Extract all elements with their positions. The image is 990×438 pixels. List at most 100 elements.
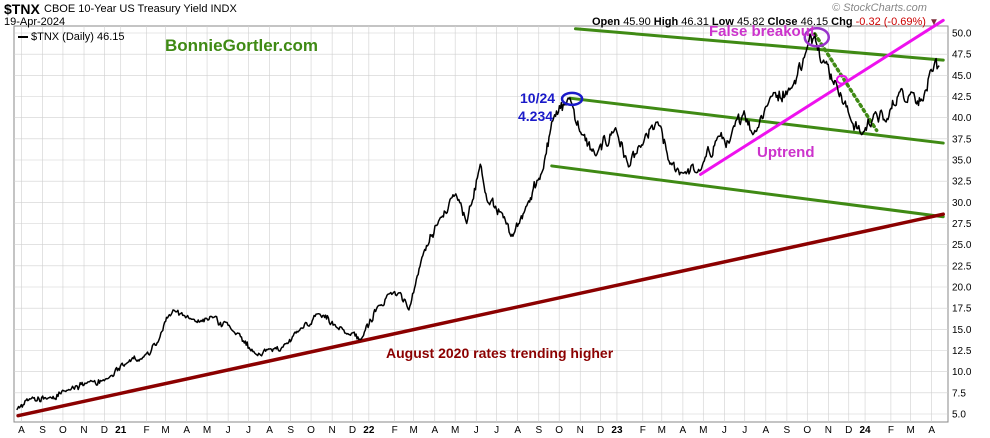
y-axis: 5.0 7.5 10.0 12.5 15.0 17.5 20.0 22.5 25.0 27.5 30…: [952, 29, 972, 421]
x-tick-label: M: [410, 425, 418, 436]
x-tick-label: O: [307, 425, 315, 436]
x-tick-label: 22: [363, 425, 375, 436]
longterm-trend-label: August 2020 rates trending higher: [386, 345, 614, 361]
caret-down-icon[interactable]: ▼: [929, 17, 939, 28]
x-tick-label: F: [143, 425, 149, 436]
y-tick-label: 20.0: [952, 283, 972, 294]
y-tick-label: 35.0: [952, 156, 972, 167]
y-tick-label: 42.5: [952, 92, 972, 103]
x-tick-label: J: [494, 425, 499, 436]
chg-value: -0.32 (-0.69%): [855, 16, 926, 28]
x-tick-label: D: [349, 425, 356, 436]
chart-title: CBOE 10-Year US Treasury Yield INDX: [44, 3, 237, 15]
x-tick-label: S: [535, 425, 542, 436]
trendline-upper-channel: [573, 27, 945, 62]
chart-date: 19-Apr-2024: [4, 16, 66, 28]
trendline-uptrend: [699, 18, 945, 176]
y-tick-label: 37.5: [952, 134, 972, 145]
oct-high-value: 4.234: [518, 108, 554, 124]
y-tick-label: 10.0: [952, 367, 972, 378]
x-tick-label: A: [266, 425, 273, 436]
x-tick-label: J: [226, 425, 231, 436]
low-label: Low: [711, 16, 734, 28]
false-breakout-circle: [803, 26, 831, 48]
false-breakout-label: False breakout: [709, 23, 815, 40]
open-value: 45.90: [623, 16, 651, 28]
close-value: 46.15: [800, 16, 829, 28]
x-tick-label: J: [742, 425, 747, 436]
grid: [14, 26, 948, 422]
open-label: Open: [592, 16, 621, 28]
legend-label: $TNX (Daily) 46.15: [31, 31, 125, 43]
y-tick-label: 25.0: [952, 240, 972, 251]
x-tick-label: N: [329, 425, 336, 436]
trendline-lower-channel: [550, 164, 945, 219]
x-tick-label: 21: [115, 425, 127, 436]
y-tick-label: 7.5: [952, 388, 966, 399]
high-value: 46.31: [681, 16, 709, 28]
site-watermark: BonnieGortler.com: [165, 36, 319, 55]
plot-frame: [13, 25, 949, 423]
chart-symbol: $TNX: [4, 1, 40, 17]
y-tick-label: 47.5: [952, 50, 972, 61]
x-tick-label: A: [183, 425, 190, 436]
legend-swatch: [18, 36, 28, 39]
breakdown-circle: [835, 74, 848, 85]
x-tick-label: O: [803, 425, 811, 436]
x-axis: A S O N D 21 F M A M J J A S O N D 22 F M A M J J A S O N D 23 F M A M J J A…: [18, 425, 935, 436]
price-line: [16, 32, 940, 411]
trendline-middle-channel: [568, 96, 945, 145]
low-value: 45.82: [736, 16, 765, 28]
x-tick-label: F: [888, 425, 894, 436]
trendline-august-2020-rates-trending-higher: [16, 212, 945, 418]
y-tick-label: 30.0: [952, 198, 972, 209]
close-label: Close: [767, 16, 798, 28]
series-legend: $TNX (Daily) 46.15: [18, 31, 125, 43]
x-tick-label: 23: [611, 425, 623, 436]
x-tick-label: A: [680, 425, 687, 436]
x-tick-label: S: [39, 425, 46, 436]
x-tick-label: F: [640, 425, 646, 436]
uptrend-label: Uptrend: [757, 144, 815, 161]
x-tick-label: S: [784, 425, 791, 436]
y-tick-label: 17.5: [952, 304, 972, 315]
y-tick-label: 32.5: [952, 177, 972, 188]
y-tick-label: 40.0: [952, 113, 972, 124]
y-tick-label: 15.0: [952, 325, 972, 336]
y-tick-label: 27.5: [952, 219, 972, 230]
x-tick-label: J: [246, 425, 251, 436]
x-tick-label: J: [722, 425, 727, 436]
x-tick-label: M: [203, 425, 211, 436]
x-tick-label: M: [906, 425, 914, 436]
x-tick-label: S: [287, 425, 294, 436]
x-tick-label: O: [59, 425, 67, 436]
x-tick-label: F: [392, 425, 398, 436]
x-tick-label: A: [928, 425, 935, 436]
x-tick-label: D: [101, 425, 108, 436]
x-tick-label: A: [431, 425, 438, 436]
x-tick-label: M: [658, 425, 666, 436]
x-tick-label: M: [161, 425, 169, 436]
y-tick-label: 12.5: [952, 346, 972, 357]
x-tick-label: D: [597, 425, 604, 436]
x-tick-label: M: [699, 425, 707, 436]
x-tick-label: N: [80, 425, 87, 436]
stockcharts-credit: © StockCharts.com: [832, 2, 927, 14]
highlight-markers: [560, 26, 848, 107]
x-tick-label: A: [514, 425, 521, 436]
x-tick-label: N: [825, 425, 832, 436]
x-tick-label: M: [451, 425, 459, 436]
x-tick-label: A: [762, 425, 769, 436]
y-tick-label: 22.5: [952, 261, 972, 272]
x-tick-label: J: [474, 425, 479, 436]
y-tick-label: 5.0: [952, 410, 966, 421]
x-tick-label: 24: [860, 425, 872, 436]
oct-high-date: 10/24: [520, 90, 556, 106]
oct-high-circle: [560, 91, 584, 107]
trendlines: [16, 18, 945, 418]
chg-label: Chg: [831, 16, 853, 28]
y-tick-label: 50.0: [952, 29, 972, 40]
x-tick-label: O: [555, 425, 563, 436]
x-tick-label: N: [577, 425, 584, 436]
ohlc-readout: Open 45.90 High 46.31 Low 45.82 Close 46…: [592, 16, 939, 28]
